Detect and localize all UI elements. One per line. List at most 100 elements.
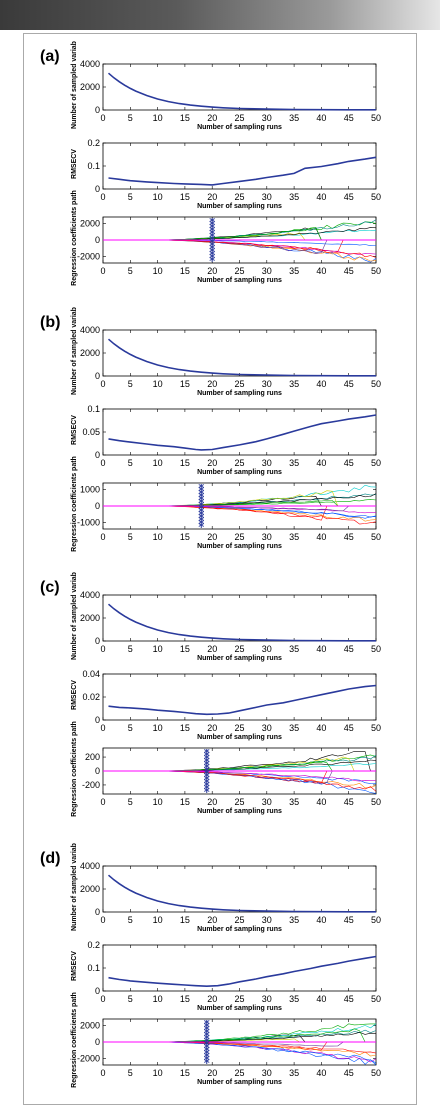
x-tick-label: 50 xyxy=(371,915,381,925)
plot-box xyxy=(102,944,377,992)
x-tick-label: 35 xyxy=(289,797,299,807)
x-tick-label: 25 xyxy=(234,1068,244,1078)
y-tick-label: 2000 xyxy=(80,1021,100,1031)
x-tick-label: 5 xyxy=(128,915,133,925)
marker-x xyxy=(204,1038,210,1042)
series-line xyxy=(107,72,376,111)
marker-x xyxy=(204,1032,210,1036)
x-tick-label: 30 xyxy=(262,113,272,123)
coefficient-path xyxy=(157,1023,377,1043)
marker-x xyxy=(198,505,205,509)
marker-x xyxy=(209,257,215,261)
marker-x xyxy=(209,242,215,246)
x-tick-label: 5 xyxy=(128,113,133,123)
plot-box xyxy=(102,594,377,642)
x-tick-label: 10 xyxy=(153,192,163,202)
coefficient-path xyxy=(157,227,377,241)
x-axis-label: Number of sampling runs xyxy=(197,277,282,284)
marker-x xyxy=(204,1053,210,1057)
x-tick-label: 40 xyxy=(316,644,326,654)
coefficient-path xyxy=(157,770,377,789)
x-axis-label: Number of sampling runs xyxy=(197,1005,282,1012)
y-tick-label: 0 xyxy=(95,450,100,460)
x-tick-label: 40 xyxy=(316,915,326,925)
y-axis-label: Number of sampled variab xyxy=(71,572,78,660)
x-tick-label: 0 xyxy=(100,644,105,654)
x-tick-label: 35 xyxy=(289,994,299,1004)
x-tick-label: 20 xyxy=(207,458,217,468)
x-tick-label: 25 xyxy=(234,797,244,807)
x-tick-label: 15 xyxy=(180,797,190,807)
y-tick-label: -2000 xyxy=(77,1053,100,1063)
x-tick-label: 50 xyxy=(371,994,381,1004)
x-tick-label: 25 xyxy=(234,266,244,276)
marker-x xyxy=(204,752,210,756)
marker-x xyxy=(209,224,215,228)
x-tick-label: 10 xyxy=(153,797,163,807)
y-axis-label: RMSECV xyxy=(71,680,78,710)
subplot-2: 0 5 10 15 20 25 30 35 40 45 50 0 0.1 0.2 Number of sam… xyxy=(71,940,381,1012)
x-tick-label: 10 xyxy=(153,723,163,733)
panel-label: (d) xyxy=(40,850,60,867)
x-tick-label: 35 xyxy=(289,915,299,925)
marker-x xyxy=(204,755,210,759)
x-tick-label: 25 xyxy=(234,113,244,123)
y-tick-label: -2000 xyxy=(77,251,100,261)
x-axis-label: Number of sampling runs xyxy=(197,390,282,397)
x-tick-label: 0 xyxy=(100,532,105,542)
marker-x xyxy=(198,523,205,527)
y-tick-label: 0 xyxy=(95,986,100,996)
marker-x xyxy=(209,221,215,225)
x-tick-label: 5 xyxy=(128,644,133,654)
coefficient-path xyxy=(157,505,377,519)
subplot-2: 0 5 10 15 20 25 30 35 40 45 50 0 0.05 0.1 Number of sa… xyxy=(71,404,381,476)
marker-x xyxy=(204,776,210,780)
y-tick-label: 0 xyxy=(95,235,100,245)
x-tick-label: 0 xyxy=(100,994,105,1004)
y-axis-label: Number of sampled variab xyxy=(71,843,78,931)
y-tick-label: 0.04 xyxy=(82,669,100,679)
y-axis-label: Regression coefficients path xyxy=(71,190,78,286)
marker-x xyxy=(198,511,205,515)
x-axis-label: Number of sampling runs xyxy=(197,469,282,476)
y-axis-label: RMSECV xyxy=(71,415,78,445)
y-tick-label: 0 xyxy=(95,371,100,381)
marker-x xyxy=(209,239,215,243)
y-tick-label: 0 xyxy=(95,766,100,776)
x-tick-label: 40 xyxy=(316,797,326,807)
x-tick-label: 15 xyxy=(180,644,190,654)
x-tick-label: 15 xyxy=(180,723,190,733)
x-tick-label: 25 xyxy=(234,192,244,202)
x-tick-label: 35 xyxy=(289,644,299,654)
x-tick-label: 5 xyxy=(128,532,133,542)
series-line xyxy=(108,156,377,186)
coefficient-path xyxy=(157,770,377,792)
marker-x xyxy=(204,1035,210,1039)
coefficient-path xyxy=(157,1041,377,1064)
series-line xyxy=(108,955,377,988)
x-tick-label: 0 xyxy=(100,266,105,276)
y-tick-label: 0 xyxy=(95,105,100,115)
subplot-2: 0 5 10 15 20 25 30 35 40 45 50 0 0.1 0.2 Number of sam… xyxy=(71,138,381,210)
x-tick-label: 10 xyxy=(153,266,163,276)
x-tick-label: 20 xyxy=(207,1068,217,1078)
marker-x xyxy=(204,749,210,753)
x-axis-label: Number of sampling runs xyxy=(197,124,282,131)
y-tick-label: 0.2 xyxy=(87,940,100,950)
panel-label: (b) xyxy=(40,314,60,331)
coefficient-path xyxy=(157,227,376,241)
coefficient-path xyxy=(157,239,377,262)
x-tick-label: 45 xyxy=(344,266,354,276)
marker-x xyxy=(209,254,215,258)
x-tick-label: 0 xyxy=(100,113,105,123)
x-tick-label: 10 xyxy=(153,113,163,123)
coefficient-path xyxy=(157,484,377,507)
x-tick-label: 5 xyxy=(128,797,133,807)
x-tick-label: 15 xyxy=(180,915,190,925)
y-tick-label: 0 xyxy=(95,184,100,194)
y-tick-label: 0 xyxy=(95,1037,100,1047)
marker-x xyxy=(198,508,205,512)
y-tick-label: 0.02 xyxy=(82,692,100,702)
